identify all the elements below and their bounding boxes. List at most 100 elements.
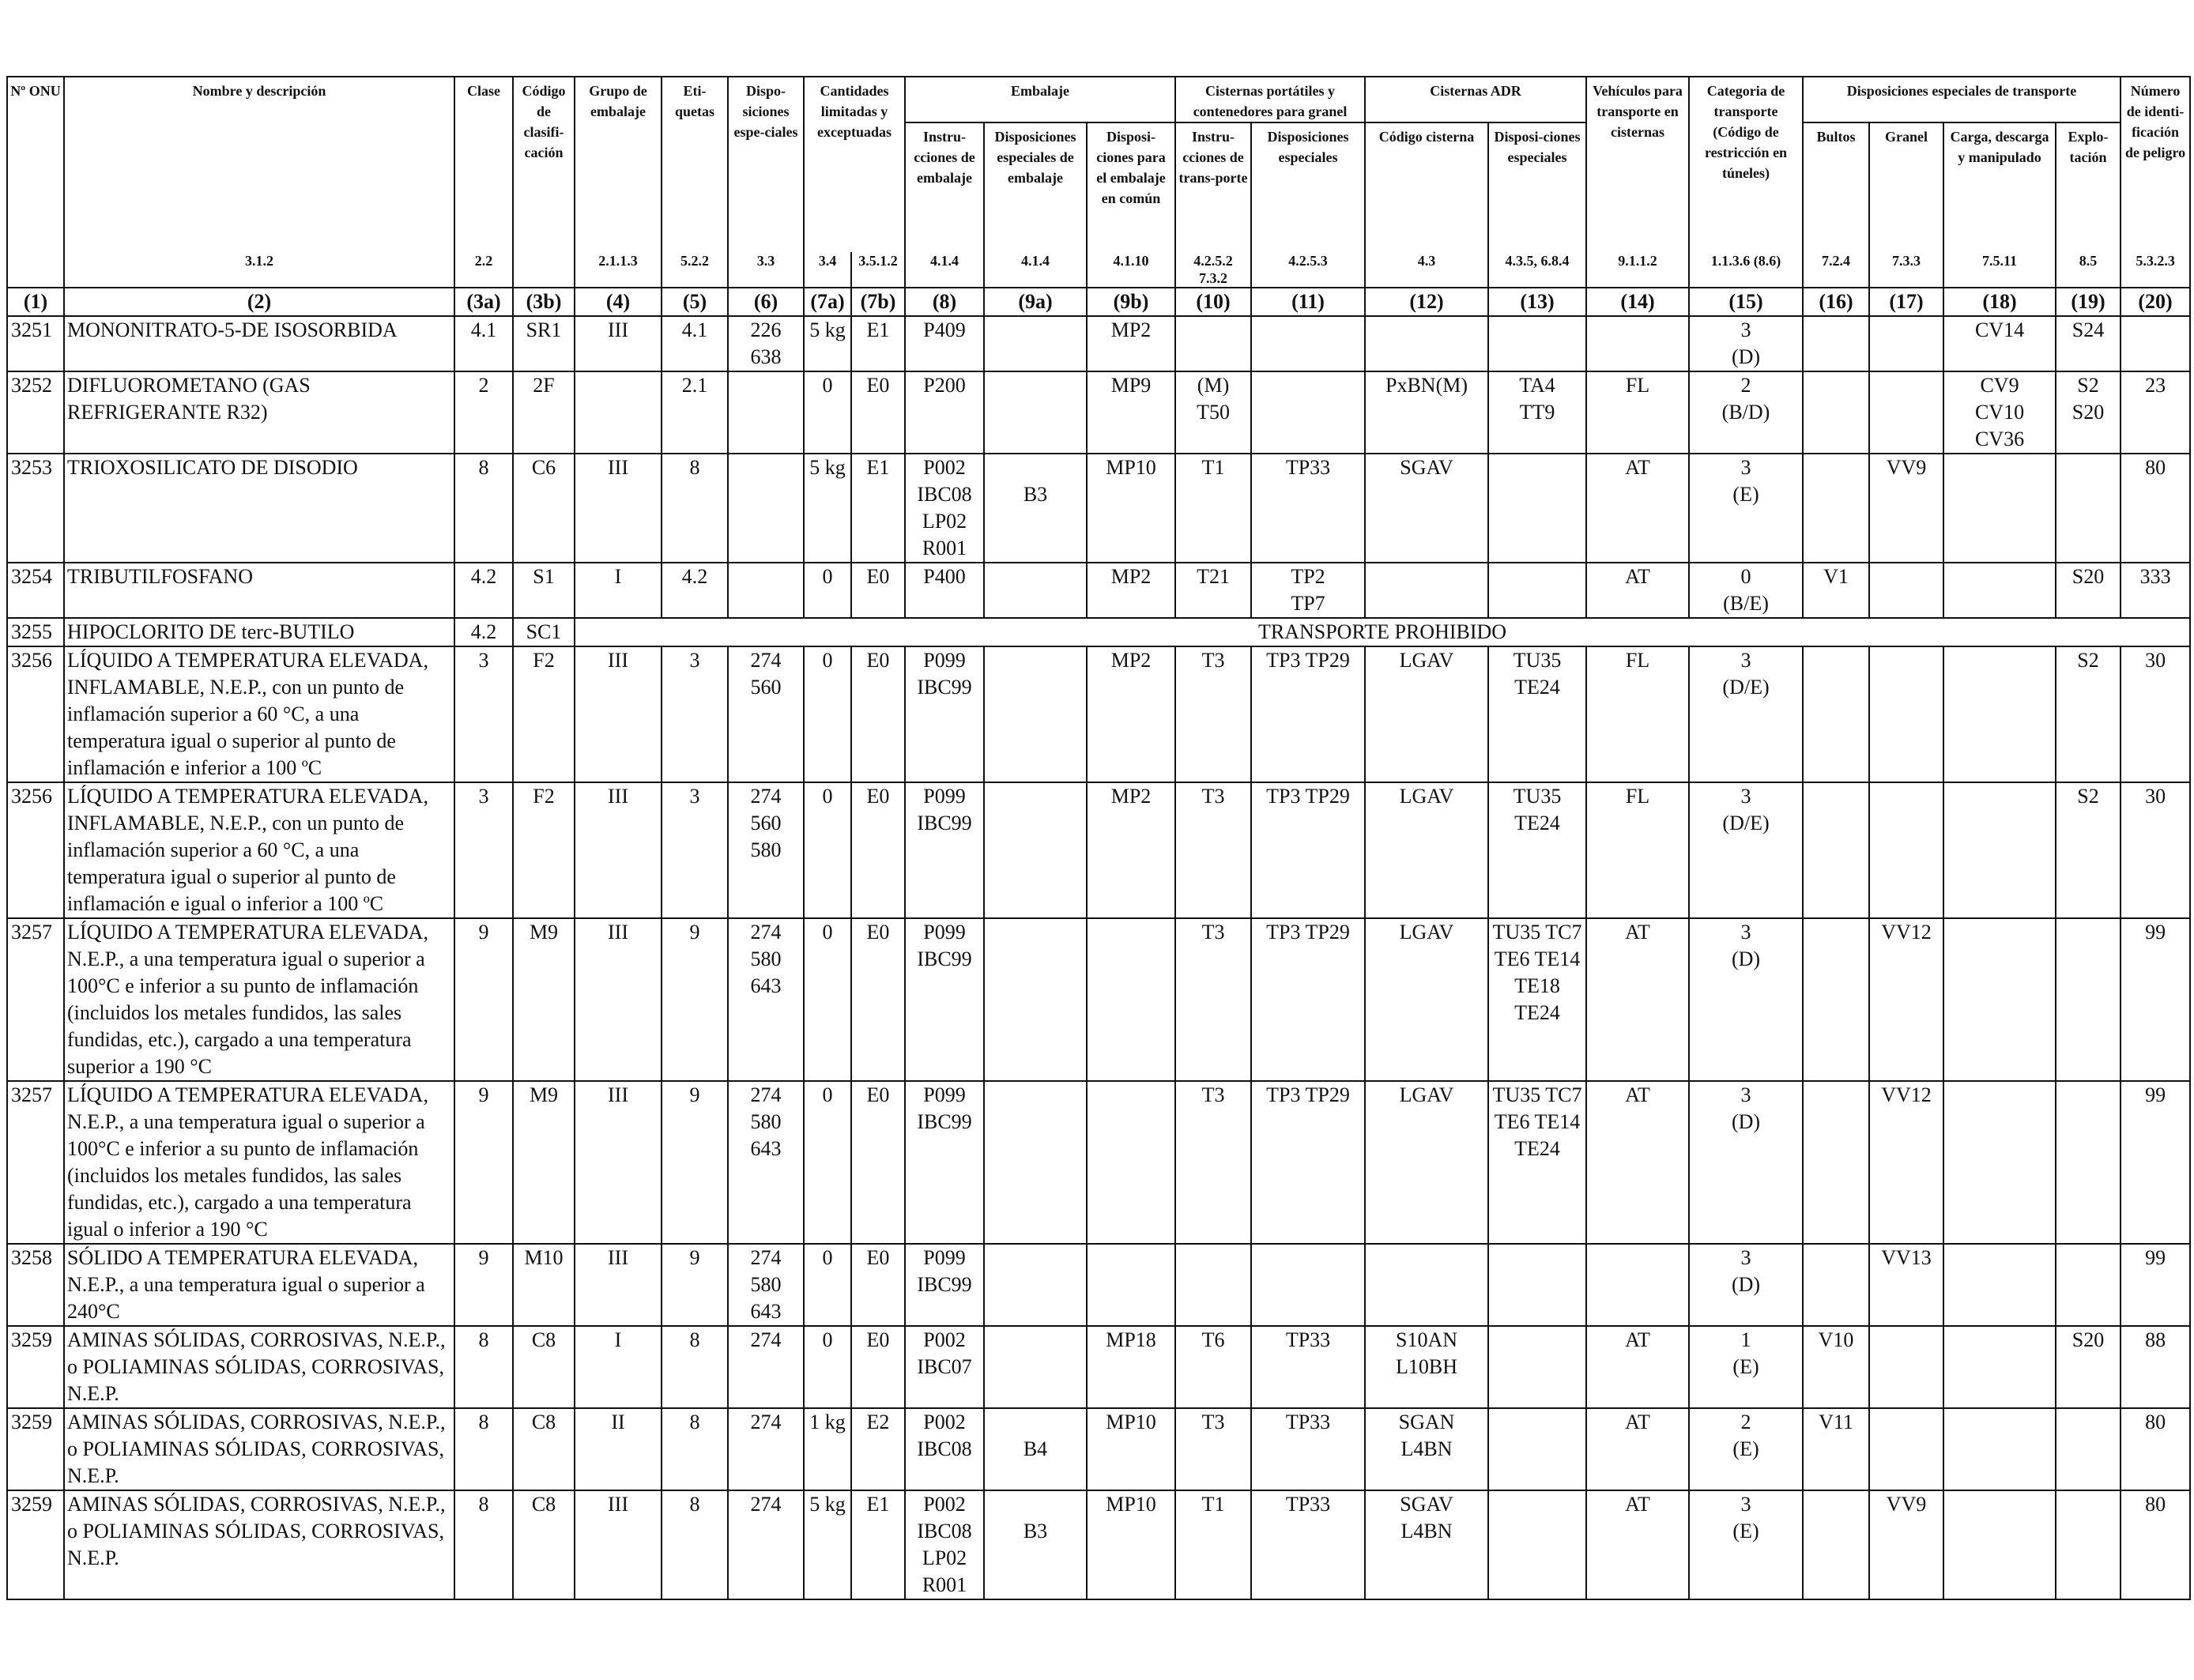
limited-quantity-cell: 0 bbox=[803, 1325, 852, 1409]
tank-vehicle-cell bbox=[1585, 315, 1691, 372]
bulk-provisions-cell bbox=[1868, 562, 1945, 619]
reference-cell: 2.2 bbox=[454, 252, 514, 288]
onu-number-cell: 3252 bbox=[6, 371, 65, 454]
special-provisions-cell: 274 580 643 bbox=[727, 1080, 805, 1245]
hazard-number-cell: 30 bbox=[2120, 782, 2192, 919]
onu-number-cell: 3253 bbox=[6, 453, 65, 563]
tank-special-provisions-cell bbox=[1487, 1243, 1588, 1327]
table-row: 3259 AMINAS SÓLIDAS, CORROSIVAS, N.E.P., … bbox=[6, 1407, 2192, 1491]
bulk-provisions-cell bbox=[1868, 371, 1945, 454]
mixed-packing-provisions-cell bbox=[1085, 1243, 1177, 1327]
table-row: 3259 AMINAS SÓLIDAS, CORROSIVAS, N.E.P., … bbox=[6, 1325, 2192, 1409]
class-cell: 2 bbox=[454, 371, 514, 454]
mixed-packing-provisions-cell bbox=[1085, 917, 1177, 1082]
column-number-row: (1) (2) (3a) (3b) (4) (5) (6) (7a) (7b) (8) (9a) (9… bbox=[6, 287, 2192, 317]
packing-instructions-cell: P099 IBC99 bbox=[904, 1243, 985, 1327]
column-number-cell: (15) bbox=[1688, 287, 1804, 317]
packing-special-provisions-cell bbox=[983, 1325, 1088, 1409]
header-numero-peligro: Número de identi-ficación de peligro bbox=[2120, 76, 2192, 252]
excepted-quantity-cell: E0 bbox=[850, 782, 906, 919]
name-description-cell: DIFLUOROMETANO (GAS REFRIGERANTE R32) bbox=[63, 371, 455, 454]
portable-tank-instructions-cell: T6 bbox=[1174, 1325, 1253, 1409]
portable-tank-provisions-cell: TP33 bbox=[1250, 1490, 1367, 1600]
tank-vehicle-cell: FL bbox=[1585, 782, 1691, 919]
packing-group-cell: I bbox=[574, 562, 662, 619]
labels-cell: 4.1 bbox=[661, 315, 729, 372]
operation-provisions-cell bbox=[2055, 453, 2122, 563]
column-number-cell: (2) bbox=[63, 287, 455, 317]
transport-category-cell: 3 (D) bbox=[1688, 1243, 1804, 1327]
tank-code-cell bbox=[1364, 562, 1490, 619]
hazard-number-cell: 88 bbox=[2120, 1325, 2192, 1409]
loading-provisions-cell bbox=[1943, 1325, 2057, 1409]
packing-group-cell: III bbox=[574, 917, 662, 1082]
tank-vehicle-cell: AT bbox=[1585, 1490, 1691, 1600]
onu-number-cell: 3257 bbox=[6, 917, 65, 1082]
labels-cell: 3 bbox=[661, 782, 729, 919]
hazard-number-cell: 99 bbox=[2120, 1080, 2192, 1245]
onu-number-cell: 3259 bbox=[6, 1407, 65, 1491]
tank-code-cell bbox=[1364, 1243, 1490, 1327]
header-row-top: Nº ONU Nombre y descripción Clase Código… bbox=[6, 76, 2192, 252]
operation-provisions-cell: S24 bbox=[2055, 315, 2122, 372]
packing-group-cell: III bbox=[574, 782, 662, 919]
name-description-cell: LÍQUIDO A TEMPERATURA ELEVADA, INFLAMABL… bbox=[63, 646, 455, 783]
tank-code-cell: SGAN L4BN bbox=[1364, 1407, 1490, 1491]
limited-quantity-cell: 0 bbox=[803, 562, 852, 619]
table-row: 3251 MONONITRATO-5-DE ISOSORBIDA 4.1 SR1 III… bbox=[6, 315, 2192, 372]
column-number-cell: (8) bbox=[904, 287, 985, 317]
name-description-cell: AMINAS SÓLIDAS, CORROSIVAS, N.E.P., o PO… bbox=[63, 1490, 455, 1600]
limited-quantity-cell: 0 bbox=[803, 782, 852, 919]
special-provisions-cell bbox=[727, 562, 805, 619]
table-row: 3253 TRIOXOSILICATO DE DISODIO 8 C6 III 8 5 kg… bbox=[6, 453, 2192, 563]
table-row: 3256 LÍQUIDO A TEMPERATURA ELEVADA, INFLA… bbox=[6, 782, 2192, 919]
table-row: 3259 AMINAS SÓLIDAS, CORROSIVAS, N.E.P., … bbox=[6, 1490, 2192, 1600]
special-provisions-cell: 274 bbox=[727, 1490, 805, 1600]
tank-vehicle-cell: AT bbox=[1585, 1080, 1691, 1245]
name-description-cell: HIPOCLORITO DE terc-BUTILO bbox=[63, 617, 455, 647]
packages-provisions-cell bbox=[1802, 1080, 1871, 1245]
loading-provisions-cell bbox=[1943, 453, 2057, 563]
reference-cell: 7.3.3 bbox=[1868, 252, 1945, 288]
packing-special-provisions-cell bbox=[983, 1080, 1088, 1245]
header-codigo: Código de clasifi-cación bbox=[512, 76, 575, 252]
onu-number-cell: 3258 bbox=[6, 1243, 65, 1327]
reference-cell: 7.5.11 bbox=[1943, 252, 2057, 288]
reference-cell bbox=[512, 252, 575, 288]
header-categoria: Categoria de transporte (Código de restr… bbox=[1688, 76, 1804, 252]
limited-quantity-cell: 5 kg bbox=[803, 1490, 852, 1600]
special-provisions-cell: 274 580 643 bbox=[727, 1243, 805, 1327]
transport-category-cell: 1 (E) bbox=[1688, 1325, 1804, 1409]
class-cell: 4.2 bbox=[454, 617, 514, 647]
special-provisions-cell bbox=[727, 371, 805, 454]
header-embalaje: Embalaje bbox=[903, 76, 1177, 123]
reference-cell: 4.3 bbox=[1364, 252, 1490, 288]
name-description-cell: AMINAS SÓLIDAS, CORROSIVAS, N.E.P., o PO… bbox=[63, 1325, 455, 1409]
packing-special-provisions-cell bbox=[983, 646, 1088, 783]
class-cell: 9 bbox=[454, 1080, 514, 1245]
excepted-quantity-cell: E2 bbox=[850, 1407, 906, 1491]
packing-group-cell: II bbox=[574, 1407, 662, 1491]
transport-category-cell: 3 (D) bbox=[1688, 1080, 1804, 1245]
packing-instructions-cell: P200 bbox=[904, 371, 985, 454]
column-number-cell: (20) bbox=[2120, 287, 2192, 317]
excepted-quantity-cell: E0 bbox=[850, 1080, 906, 1245]
limited-quantity-cell: 5 kg bbox=[803, 315, 852, 372]
tank-special-provisions-cell: TA4 TT9 bbox=[1487, 371, 1588, 454]
tank-special-provisions-cell: TU35 TC7 TE6 TE14 TE24 bbox=[1487, 1080, 1588, 1245]
mixed-packing-provisions-cell: MP2 bbox=[1085, 562, 1177, 619]
packing-special-provisions-cell: B3 bbox=[983, 1490, 1088, 1600]
table-row: 3254 TRIBUTILFOSFANO 4.2 S1 I 4.2 0 E0 P400 MP2 T2… bbox=[6, 562, 2192, 619]
portable-tank-instructions-cell: T3 bbox=[1174, 1080, 1253, 1245]
reference-cell: 4.1.4 bbox=[983, 252, 1088, 288]
mixed-packing-provisions-cell: MP10 bbox=[1085, 1490, 1177, 1600]
tank-code-cell: LGAV bbox=[1364, 1080, 1490, 1245]
tank-special-provisions-cell bbox=[1487, 315, 1588, 372]
tank-special-provisions-cell bbox=[1487, 453, 1588, 563]
limited-quantity-cell: 1 kg bbox=[803, 1407, 852, 1491]
portable-tank-provisions-cell: TP33 bbox=[1250, 1407, 1367, 1491]
portable-tank-provisions-cell: TP33 bbox=[1250, 1325, 1367, 1409]
header-disp-esp-cisternas: Disposiciones especiales bbox=[1250, 122, 1367, 252]
bulk-provisions-cell: VV9 bbox=[1868, 453, 1945, 563]
hazard-number-cell: 80 bbox=[2120, 1490, 2192, 1600]
